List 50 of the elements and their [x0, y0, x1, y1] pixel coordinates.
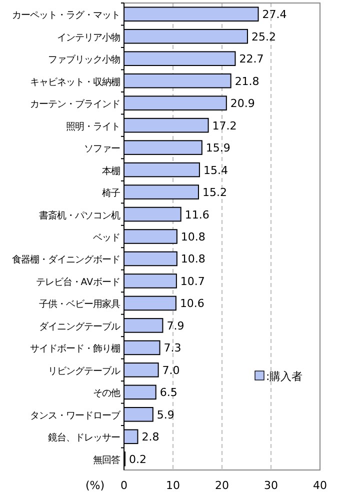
x-tick-label: 30	[264, 479, 278, 492]
text: 2.8	[142, 430, 160, 444]
y-tick-label: 本棚	[102, 166, 120, 177]
text: 7.9	[166, 319, 184, 332]
text: 25.2	[251, 30, 276, 44]
y-tick-label: タンス・ワードローブ	[30, 410, 121, 422]
legend: :購入者	[254, 370, 303, 383]
text: 10.8	[180, 252, 206, 266]
y-tick-label: 書斎机・パソコン机	[39, 210, 120, 222]
x-tick-label: 10	[166, 479, 180, 492]
y-tick-label: その他	[93, 388, 120, 400]
y-tick-label: 照明・ライト	[66, 121, 120, 132]
y-tick-label: テレビ台・AVボード	[36, 276, 120, 288]
text: 15.9	[206, 142, 230, 155]
text: 17.2	[212, 119, 237, 132]
y-tick-label: ベッド	[93, 232, 120, 244]
y-tick-label: 子供・ベビー用家具	[39, 299, 120, 310]
text: 22.7	[239, 52, 264, 66]
text: 11.6	[184, 208, 210, 222]
text: 10.7	[180, 274, 205, 288]
y-tick-label: 椅子	[102, 188, 120, 200]
x-tick-label: 40	[313, 479, 327, 492]
y-tick-label: インテリア小物	[57, 32, 120, 44]
text: 15.4	[203, 164, 228, 177]
y-tick-label: サイドボード・飾り棚	[30, 344, 120, 355]
y-tick-label: ダイニングテーブル	[39, 321, 120, 332]
x-tick-label: 0	[120, 479, 128, 492]
text: 0.2	[128, 452, 146, 466]
text: 10.8	[180, 230, 206, 244]
y-tick-label: 食器棚・ダイニングボード	[12, 254, 120, 266]
text: 6.5	[160, 386, 178, 400]
y-tick-label: ファブリック小物	[48, 54, 120, 66]
text: 21.8	[234, 74, 260, 88]
text: 5.9	[156, 408, 174, 422]
y-tick-label: カーテン・ブラインド	[30, 99, 120, 110]
y-tick-label: 無回答	[93, 454, 120, 466]
text: 27.4	[262, 8, 287, 22]
y-tick-label: キャビネット・収納棚	[30, 76, 120, 88]
y-tick-label: カーペット・ラグ・マット	[12, 10, 120, 22]
text: 15.2	[202, 186, 227, 200]
y-tick-label: ソファー	[84, 144, 120, 155]
text: 7.0	[162, 364, 180, 377]
y-tick-label: リビングテーブル	[48, 366, 120, 377]
text: 20.9	[230, 97, 255, 110]
x-axis-title: (%)	[85, 479, 105, 492]
y-tick-label: 鏡台、ドレッサー	[48, 432, 120, 444]
text: 7.3	[164, 342, 182, 355]
legend-label: :購入者	[266, 370, 303, 383]
x-tick-label: 20	[215, 479, 229, 492]
text: 10.6	[180, 297, 204, 310]
